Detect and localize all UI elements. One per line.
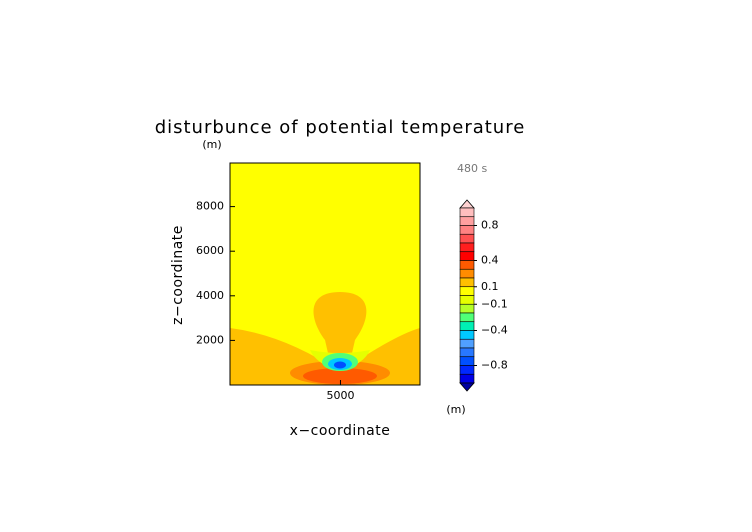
- contour-region: [313, 292, 367, 362]
- colorbar-box: [459, 356, 475, 366]
- colorbar-box: [459, 233, 475, 244]
- colorbar-box: [459, 207, 475, 218]
- colorbar-tick-label: 0.1: [481, 280, 499, 293]
- colorbar-box: [459, 251, 475, 261]
- colorbar-tick-label: −0.1: [481, 297, 508, 310]
- colorbar-box: [459, 303, 475, 314]
- colorbar-tick-label: −0.4: [481, 324, 508, 337]
- y-tick-label: 8000: [196, 200, 224, 213]
- colorbar-box: [459, 268, 475, 279]
- colorbar-box: [459, 338, 475, 349]
- colorbar-box: [459, 373, 475, 384]
- colorbar-tick-label: 0.8: [481, 219, 499, 232]
- colorbar-box: [459, 347, 475, 358]
- colorbar-over: [459, 199, 475, 209]
- colorbar-box: [459, 312, 475, 323]
- x-axis-label: x−coordinate: [290, 423, 391, 439]
- colorbar-box: [459, 260, 475, 270]
- colorbar-under: [459, 382, 475, 392]
- y-tick-label: 4000: [196, 289, 224, 302]
- colorbar-box: [459, 365, 475, 375]
- y-axis-label: z−coordinate: [170, 225, 186, 325]
- colorbar-box: [459, 277, 475, 288]
- colorbar-box: [459, 216, 475, 226]
- colorbar-box: [459, 330, 475, 340]
- contour-field: [230, 163, 420, 385]
- chart-title: disturbunce of potential temperature: [155, 117, 526, 138]
- plot-frame: [229, 162, 421, 386]
- y-unit: (m): [202, 138, 221, 151]
- colorbar-box: [459, 225, 475, 235]
- contour-region: [334, 361, 346, 369]
- colorbar-tick-label: 0.4: [481, 254, 499, 267]
- contour-region: [303, 368, 377, 384]
- x-unit: (m): [446, 403, 465, 416]
- y-tick-label: 6000: [196, 244, 224, 257]
- colorbar-tick-label: −0.8: [481, 359, 508, 372]
- colorbar-box: [459, 242, 475, 253]
- colorbar-box: [459, 295, 475, 305]
- colorbar-box: [459, 286, 475, 296]
- colorbar-box: [459, 321, 475, 331]
- x-tick-label: 5000: [326, 389, 354, 402]
- y-tick-label: 2000: [196, 333, 224, 346]
- time-label: 480 s: [457, 162, 487, 175]
